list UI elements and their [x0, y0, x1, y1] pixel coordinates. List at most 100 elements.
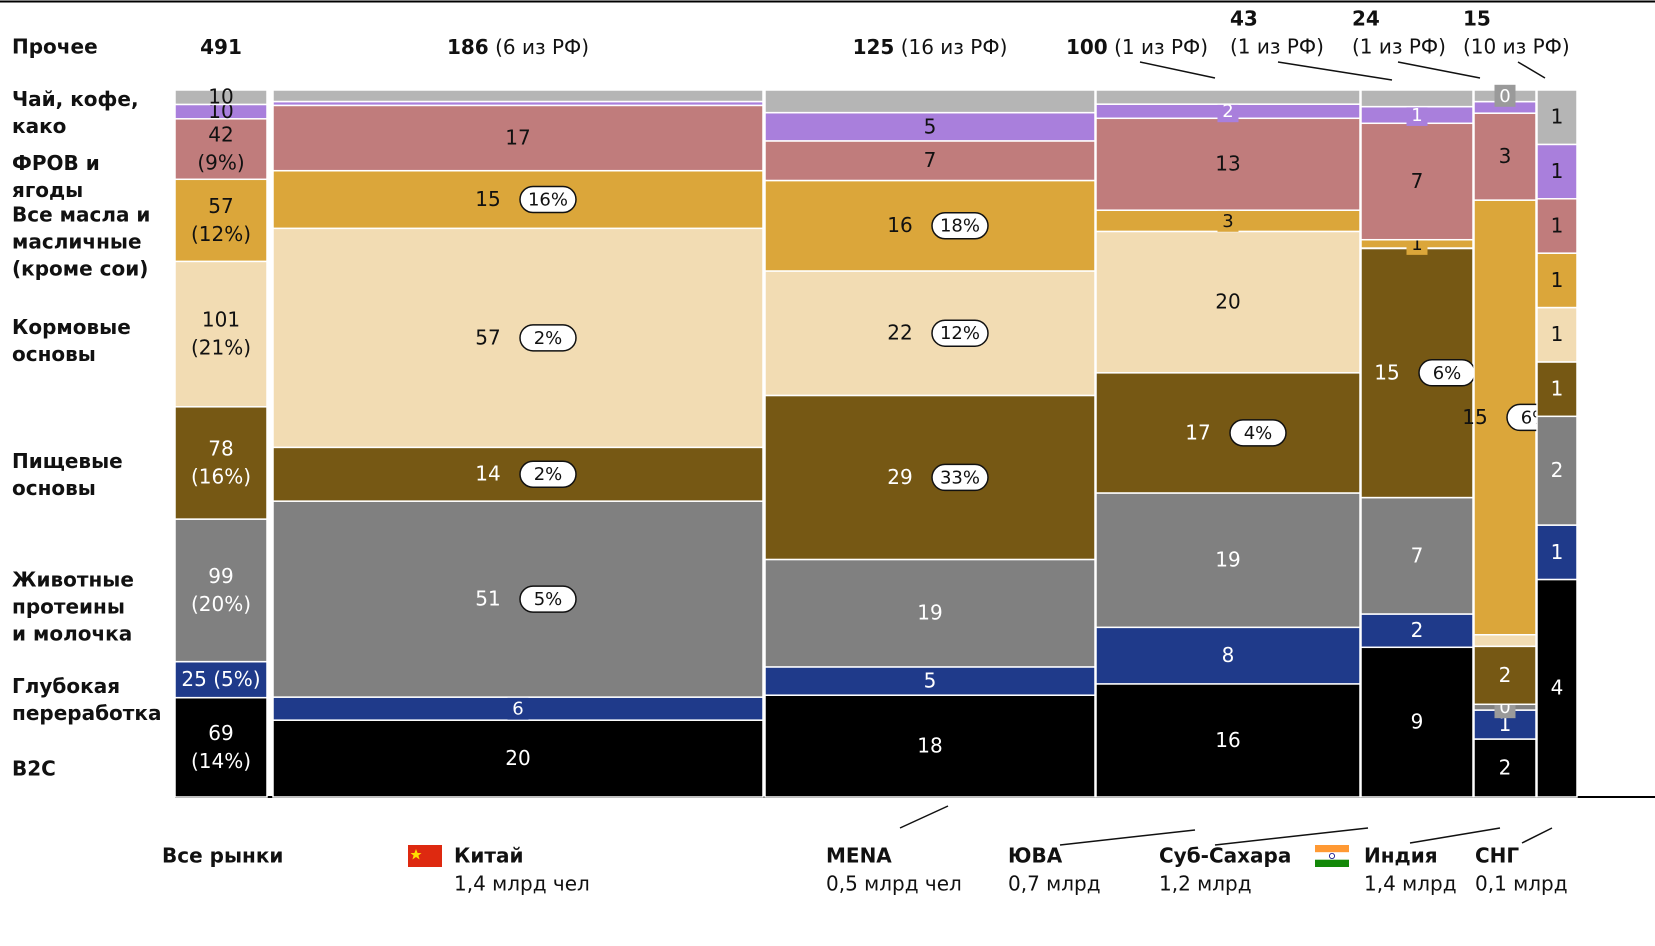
segment	[764, 666, 1096, 696]
segment-label: 25 (5%)	[181, 667, 260, 691]
leader-line	[899, 805, 949, 829]
segment-label: 4	[1551, 676, 1564, 700]
column-total: 125 (16 из РФ)	[853, 35, 1008, 59]
column-name: ЮВА	[1008, 844, 1063, 868]
segment-label: 15	[1462, 405, 1487, 429]
segment-label: 1	[1551, 268, 1564, 292]
segment	[1360, 646, 1474, 798]
leader-line	[1214, 827, 1369, 846]
segment-label: 1	[1551, 213, 1564, 237]
segment	[272, 89, 764, 103]
segment-label: 20	[505, 746, 530, 770]
segment-label: 1	[1411, 105, 1422, 126]
segment-label: 7	[924, 148, 937, 172]
segment-label: 0	[1499, 86, 1510, 107]
china-flag-icon	[408, 845, 442, 867]
segment-tag	[1217, 209, 1239, 232]
category-label: переработка	[12, 701, 161, 725]
column-total: 100 (1 из РФ)	[1066, 35, 1208, 59]
share-badge	[931, 319, 989, 347]
segment	[1095, 117, 1361, 211]
segment-label: 14	[475, 462, 500, 486]
segment	[272, 169, 764, 230]
segment-label: 42	[208, 123, 233, 147]
category-label: Пищевые	[12, 449, 123, 473]
segment	[1473, 633, 1537, 648]
segment-label: 3	[1222, 211, 1233, 232]
segment-label: 17	[505, 126, 530, 150]
segment	[272, 104, 764, 172]
segment	[1536, 252, 1578, 309]
segment-label: 57	[208, 194, 233, 218]
segment-label: 15	[475, 187, 500, 211]
column-3: 16 8 19 17 4% 20 3 13 2	[1095, 89, 1361, 798]
category-label: масличные	[12, 230, 142, 254]
segment	[272, 446, 764, 502]
segment	[272, 500, 764, 698]
segment-label: 13	[1215, 152, 1240, 176]
segment	[1473, 738, 1537, 798]
column-name: MENA	[826, 844, 892, 868]
segment	[764, 270, 1096, 397]
segment-label: (21%)	[191, 336, 251, 360]
segment-label: 7	[1411, 169, 1424, 193]
segment	[174, 89, 268, 106]
column-total-value: 491	[200, 35, 242, 59]
column-name: Индия	[1364, 844, 1438, 868]
segment-label: 99	[208, 564, 233, 588]
column-total-value: 186	[447, 35, 489, 59]
segment-label: 8	[1222, 643, 1235, 667]
segment-label: 9	[1411, 710, 1424, 734]
segment-label: 19	[1215, 548, 1240, 572]
category-label: протеины	[12, 595, 125, 619]
column-name: Все рынки	[162, 844, 283, 868]
segment	[174, 260, 268, 408]
category-label: основы	[12, 342, 96, 366]
share-badge	[931, 211, 989, 240]
segment	[1095, 626, 1361, 685]
category-label: Чай, кофе,	[12, 87, 139, 111]
segment-tag	[1217, 100, 1239, 123]
column-total-note: (16 из РФ)	[894, 35, 1007, 59]
segment-label: 69	[208, 721, 233, 745]
leader-line	[1277, 61, 1393, 81]
segment	[1536, 89, 1578, 146]
segment-label: 101	[202, 308, 240, 332]
segment	[174, 696, 268, 798]
segment-label: 51	[475, 587, 500, 611]
segment-label: 1	[1551, 159, 1564, 183]
segment	[1473, 645, 1537, 706]
leader-line	[1521, 827, 1553, 844]
segment-label: 1	[1551, 105, 1564, 129]
column-population: 1,4 млрд	[1364, 872, 1457, 896]
segment-label: 16	[1215, 728, 1240, 752]
segment	[1360, 613, 1474, 649]
share-badge-label: 16%	[528, 190, 568, 211]
segment-label: (14%)	[191, 749, 251, 773]
column-total-note: (1 из РФ)	[1108, 35, 1208, 59]
segment	[272, 227, 764, 449]
column-total-note: (10 из РФ)	[1463, 35, 1570, 59]
segment-label: (16%)	[191, 464, 251, 488]
share-badge	[931, 463, 989, 492]
segment	[1536, 198, 1578, 254]
share-badge-label: 2%	[534, 464, 563, 485]
segment-label: 20	[1215, 290, 1240, 314]
share-badge	[519, 324, 577, 352]
segment-label: 18	[917, 734, 942, 758]
segment	[1360, 496, 1474, 615]
category-label: Глубокая	[12, 674, 120, 698]
segment	[1095, 492, 1361, 629]
column-total: 15	[1463, 7, 1491, 31]
category-label: Кормовые	[12, 315, 131, 339]
column-total-note: (1 из РФ)	[1230, 35, 1324, 59]
segment-label: 2	[1499, 756, 1512, 780]
segment-label: 16	[887, 213, 912, 237]
segment	[764, 558, 1096, 668]
column-1: 20 6 51 5% 14 2% 57 2% 15 16% 17	[272, 89, 764, 798]
leader-line	[1139, 61, 1216, 79]
segment-label: 5	[924, 114, 937, 138]
column-total: 491	[200, 35, 242, 59]
leader-line	[1517, 61, 1546, 79]
